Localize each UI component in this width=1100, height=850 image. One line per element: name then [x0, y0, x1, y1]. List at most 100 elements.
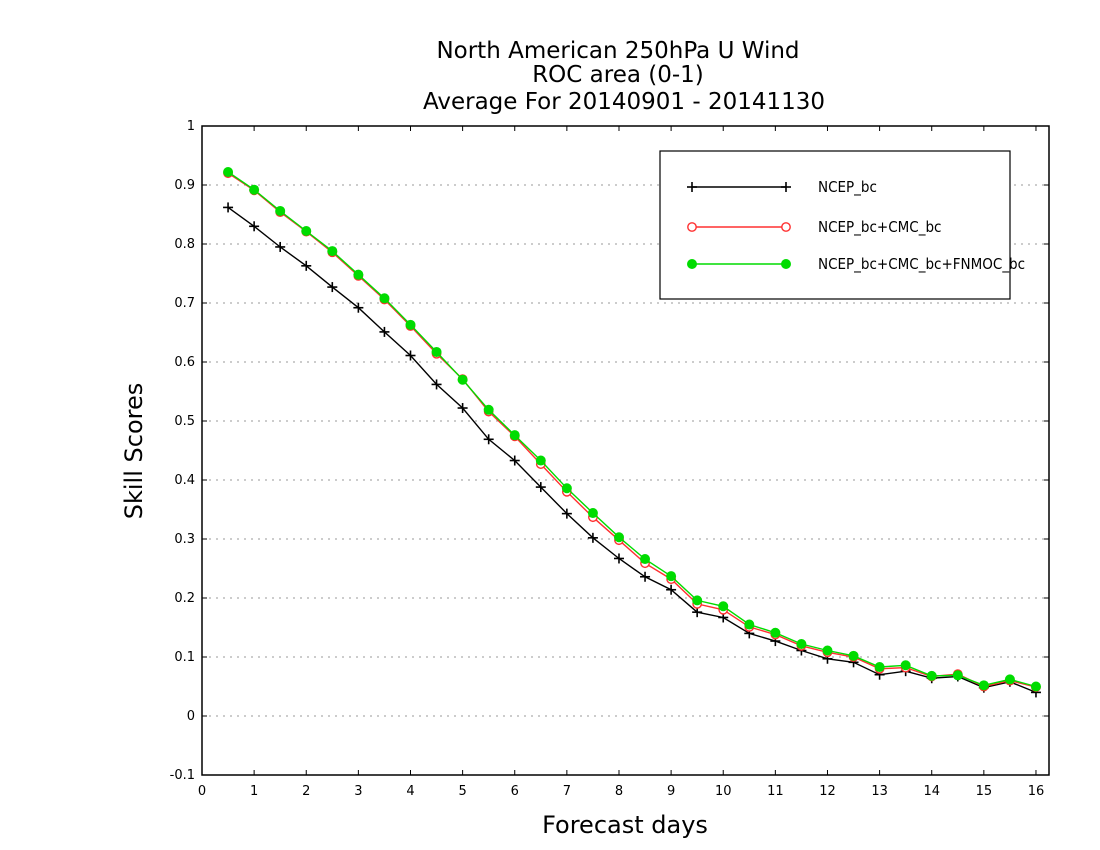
- data-point: [353, 269, 364, 280]
- series-lines: [223, 167, 1041, 698]
- legend: NCEP_bc NCEP_bc+CMC_bc NCEP_bc+CMC_bc+FNMO…: [659, 150, 1025, 300]
- data-point: [587, 508, 598, 519]
- data-point: [822, 645, 833, 656]
- data-point: [275, 241, 286, 252]
- data-point: [509, 430, 520, 441]
- data-point: [223, 202, 234, 213]
- legend-item: NCEP_bc+CMC_bc+FNMOC_bc: [687, 255, 1025, 274]
- data-point: [692, 595, 703, 606]
- x-tick-label: 6: [511, 784, 519, 799]
- x-tick-label: 15: [976, 784, 993, 799]
- x-tick-label: 11: [767, 784, 784, 799]
- y-tick-label: -0.1: [170, 768, 195, 783]
- data-point: [561, 483, 572, 494]
- series-3: [223, 167, 1041, 692]
- plot-area: [201, 125, 1050, 776]
- legend-item: NCEP_bc: [687, 178, 877, 197]
- data-point: [353, 302, 364, 313]
- data-point: [483, 404, 494, 415]
- legend-label: NCEP_bc+CMC_bc+FNMOC_bc: [818, 255, 1025, 274]
- data-point: [692, 607, 703, 618]
- legend-label: NCEP_bc: [818, 178, 877, 197]
- data-point: [535, 482, 546, 493]
- legend-marker: [687, 222, 697, 232]
- legend-box: [659, 150, 1011, 300]
- data-point: [379, 293, 390, 304]
- data-point: [744, 619, 755, 630]
- data-point: [561, 508, 572, 519]
- y-axis-label: Skill Scores: [120, 383, 148, 520]
- data-point: [249, 221, 260, 232]
- y-tick-label: 0.5: [174, 414, 195, 429]
- chart-subtitle: ROC area (0-1): [532, 62, 704, 88]
- data-point: [978, 680, 989, 691]
- data-point: [379, 326, 390, 337]
- y-tick-label: 0.7: [174, 296, 195, 311]
- x-tick-label: 16: [1028, 784, 1045, 799]
- y-tick-label: 0.1: [174, 650, 195, 665]
- data-point: [718, 601, 729, 612]
- x-tick-label: 4: [406, 784, 414, 799]
- data-point: [640, 571, 651, 582]
- data-point: [509, 455, 520, 466]
- x-tick-label: 7: [563, 784, 571, 799]
- data-point: [952, 670, 963, 681]
- data-point: [431, 346, 442, 357]
- y-tick-label: 0.2: [174, 591, 195, 606]
- x-tick-label: 9: [667, 784, 675, 799]
- data-point: [666, 571, 677, 582]
- data-point: [926, 670, 937, 681]
- data-point: [223, 167, 234, 178]
- data-point: [1004, 674, 1015, 685]
- legend-marker: [781, 222, 791, 232]
- data-point: [457, 403, 468, 414]
- data-point: [405, 319, 416, 330]
- x-tick-label: 8: [615, 784, 623, 799]
- y-tick-label: 0.6: [174, 355, 195, 370]
- x-tick-label: 3: [354, 784, 362, 799]
- x-tick-label: 14: [923, 784, 940, 799]
- x-tick-label: 12: [819, 784, 836, 799]
- data-point: [587, 532, 598, 543]
- data-point: [535, 455, 546, 466]
- data-point: [666, 584, 677, 595]
- data-point: [770, 627, 781, 638]
- data-point: [640, 554, 651, 565]
- data-point: [1030, 681, 1041, 692]
- axis-ticks: -0.100.10.20.30.40.50.60.70.80.910 1 2 3 4 5 6…: [170, 119, 1049, 799]
- y-tick-label: 0.4: [174, 473, 195, 488]
- legend-marker: [781, 259, 791, 269]
- data-point: [301, 226, 312, 237]
- legend-marker: [781, 182, 791, 192]
- data-point: [848, 650, 859, 661]
- data-point: [874, 662, 885, 673]
- data-point: [613, 532, 624, 543]
- x-tick-label: 0: [198, 784, 206, 799]
- data-point: [796, 639, 807, 650]
- legend-label: NCEP_bc+CMC_bc: [818, 218, 941, 237]
- data-point: [327, 282, 338, 293]
- y-tick-label: 0.3: [174, 532, 195, 547]
- data-point: [327, 246, 338, 257]
- y-tick-label: 0: [187, 709, 195, 724]
- legend-item: NCEP_bc+CMC_bc: [687, 218, 941, 237]
- x-axis-label: Forecast days: [542, 811, 708, 839]
- legend-marker: [687, 259, 697, 269]
- y-tick-label: 0.8: [174, 237, 195, 252]
- legend-marker: [687, 182, 697, 192]
- x-tick-label: 1: [250, 784, 258, 799]
- x-tick-label: 2: [302, 784, 310, 799]
- data-point: [301, 260, 312, 271]
- x-tick-label: 13: [871, 784, 888, 799]
- data-point: [249, 184, 260, 195]
- grid-lines: [202, 184, 1049, 717]
- data-point: [900, 660, 911, 671]
- y-tick-label: 1: [187, 119, 195, 134]
- data-point: [457, 374, 468, 385]
- x-tick-label: 5: [458, 784, 466, 799]
- chart-title: North American 250hPa U Wind: [436, 38, 799, 64]
- data-point: [613, 553, 624, 564]
- data-point: [405, 350, 416, 361]
- chart-subtitle-2: Average For 20140901 - 20141130: [423, 89, 825, 115]
